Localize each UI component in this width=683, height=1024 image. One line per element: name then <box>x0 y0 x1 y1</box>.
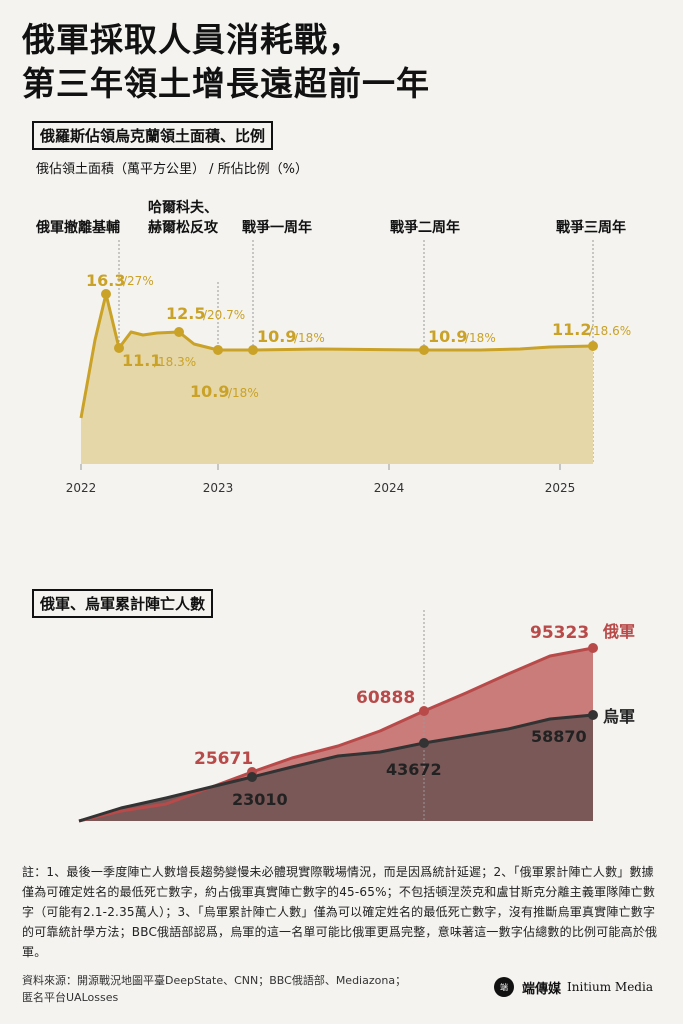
territory-chart: 16.3 /27% 11.1 /18.3% 12.5 /20.7% 10.9 /… <box>66 240 631 495</box>
territory-label-after-counter-pct: /18% <box>228 386 259 400</box>
ukraine-label-year-2: 43672 <box>386 760 442 779</box>
territory-point-year-3 <box>588 341 598 351</box>
headline: 俄軍採取人員消耗戰， 第三年領土增長遠超前一年 <box>22 18 662 106</box>
territory-subtitle: 俄佔領土面積（萬平方公里） / 所佔比例（%） <box>36 162 308 177</box>
x-tick-2025: 2025 <box>545 481 576 495</box>
russia-label-year-1: 25671 <box>194 749 253 769</box>
territory-label-year-1-value: 10.9 <box>257 327 296 346</box>
territory-section-title: 俄羅斯佔領烏克蘭領土面積、比例 <box>32 121 274 150</box>
ukraine-point-year-2 <box>419 738 429 748</box>
ukraine-point-year-3 <box>588 710 598 720</box>
territory-point-counter <box>174 327 184 337</box>
territory-point-year-1 <box>248 345 258 355</box>
territory-label-peak-value: 16.3 <box>86 271 125 290</box>
ukraine-area <box>79 715 593 821</box>
event-label-counter-offensive: 哈爾科夫、 赫爾松反攻 <box>148 198 218 238</box>
event-label-counter-line-2: 赫爾松反攻 <box>148 220 218 236</box>
casualty-section-title: 俄軍、烏軍累計陣亡人數 <box>32 589 214 618</box>
territory-label-year-3-pct: /18.6% <box>589 324 631 338</box>
territory-point-year-2 <box>419 345 429 355</box>
russia-line <box>78 646 594 823</box>
x-tick-2024: 2024 <box>374 481 405 495</box>
russia-point-year-3 <box>588 643 598 653</box>
source: 資料來源：開源戰況地圖平臺DeepState、CNN；BBC俄語部、Mediaz… <box>22 972 462 1006</box>
territory-label-year-3-value: 11.2 <box>552 320 591 339</box>
event-label-year-1: 戰爭一周年 <box>242 220 312 236</box>
headline-line-2: 第三年領土增長遠超前一年 <box>22 64 430 103</box>
territory-point-after-counter <box>213 345 223 355</box>
territory-point-withdraw <box>114 343 124 353</box>
initium-logo-icon: 端 <box>494 977 514 997</box>
ukraine-label-year-3: 58870 <box>531 727 587 746</box>
ukraine-series-name: 烏軍 <box>603 707 635 726</box>
initium-logo: 端 端傳媒 Initium Media <box>494 977 653 997</box>
territory-line <box>79 292 594 419</box>
russia-label-year-2: 60888 <box>356 688 415 708</box>
event-label-counter-line-1: 哈爾科夫、 <box>148 200 218 216</box>
event-label-withdraw: 俄軍撤離基輔 <box>36 220 120 236</box>
source-line-1: 資料來源：開源戰況地圖平臺DeepState、CNN；BBC俄語部、Mediaz… <box>22 974 407 987</box>
ukraine-label-year-1: 23010 <box>232 790 288 809</box>
x-tick-2023: 2023 <box>203 481 234 495</box>
territory-area <box>81 294 593 464</box>
territory-label-peak-pct: /27% <box>123 274 154 288</box>
territory-point-peak <box>101 289 111 299</box>
territory-label-year-1-pct: /18% <box>294 331 325 345</box>
territory-label-year-2-pct: /18% <box>465 331 496 345</box>
territory-label-withdraw-value: 11.1 <box>122 351 161 370</box>
source-line-2: 匿名平台UALosses <box>22 991 119 1004</box>
ukraine-point-year-1 <box>247 772 257 782</box>
territory-label-counter-pct: /20.7% <box>203 308 245 322</box>
x-tick-2022: 2022 <box>66 481 97 495</box>
territory-label-year-2-value: 10.9 <box>428 327 467 346</box>
event-label-year-2: 戰爭二周年 <box>390 220 460 236</box>
russia-series-name: 俄軍 <box>602 622 635 641</box>
russia-point-year-2 <box>419 706 429 716</box>
territory-label-withdraw-pct: /18.3% <box>154 355 196 369</box>
event-label-year-3: 戰爭三周年 <box>556 220 626 236</box>
initium-logo-zh: 端傳媒 <box>522 981 562 997</box>
territory-label-counter-value: 12.5 <box>166 304 205 323</box>
initium-logo-en: Initium Media <box>567 980 653 994</box>
headline-line-1: 俄軍採取人員消耗戰， <box>22 20 362 59</box>
footnote: 註：1、最後一季度陣亡人數增長趨勢變慢未必體現實際戰場情況，而是因爲統計延遲；2… <box>22 865 658 959</box>
ukraine-line <box>78 713 594 823</box>
casualty-chart: 25671 60888 95323 俄軍 23010 43672 58870 烏… <box>78 610 635 823</box>
russia-label-year-3: 95323 <box>530 623 589 643</box>
territory-label-after-counter-value: 10.9 <box>190 382 229 401</box>
